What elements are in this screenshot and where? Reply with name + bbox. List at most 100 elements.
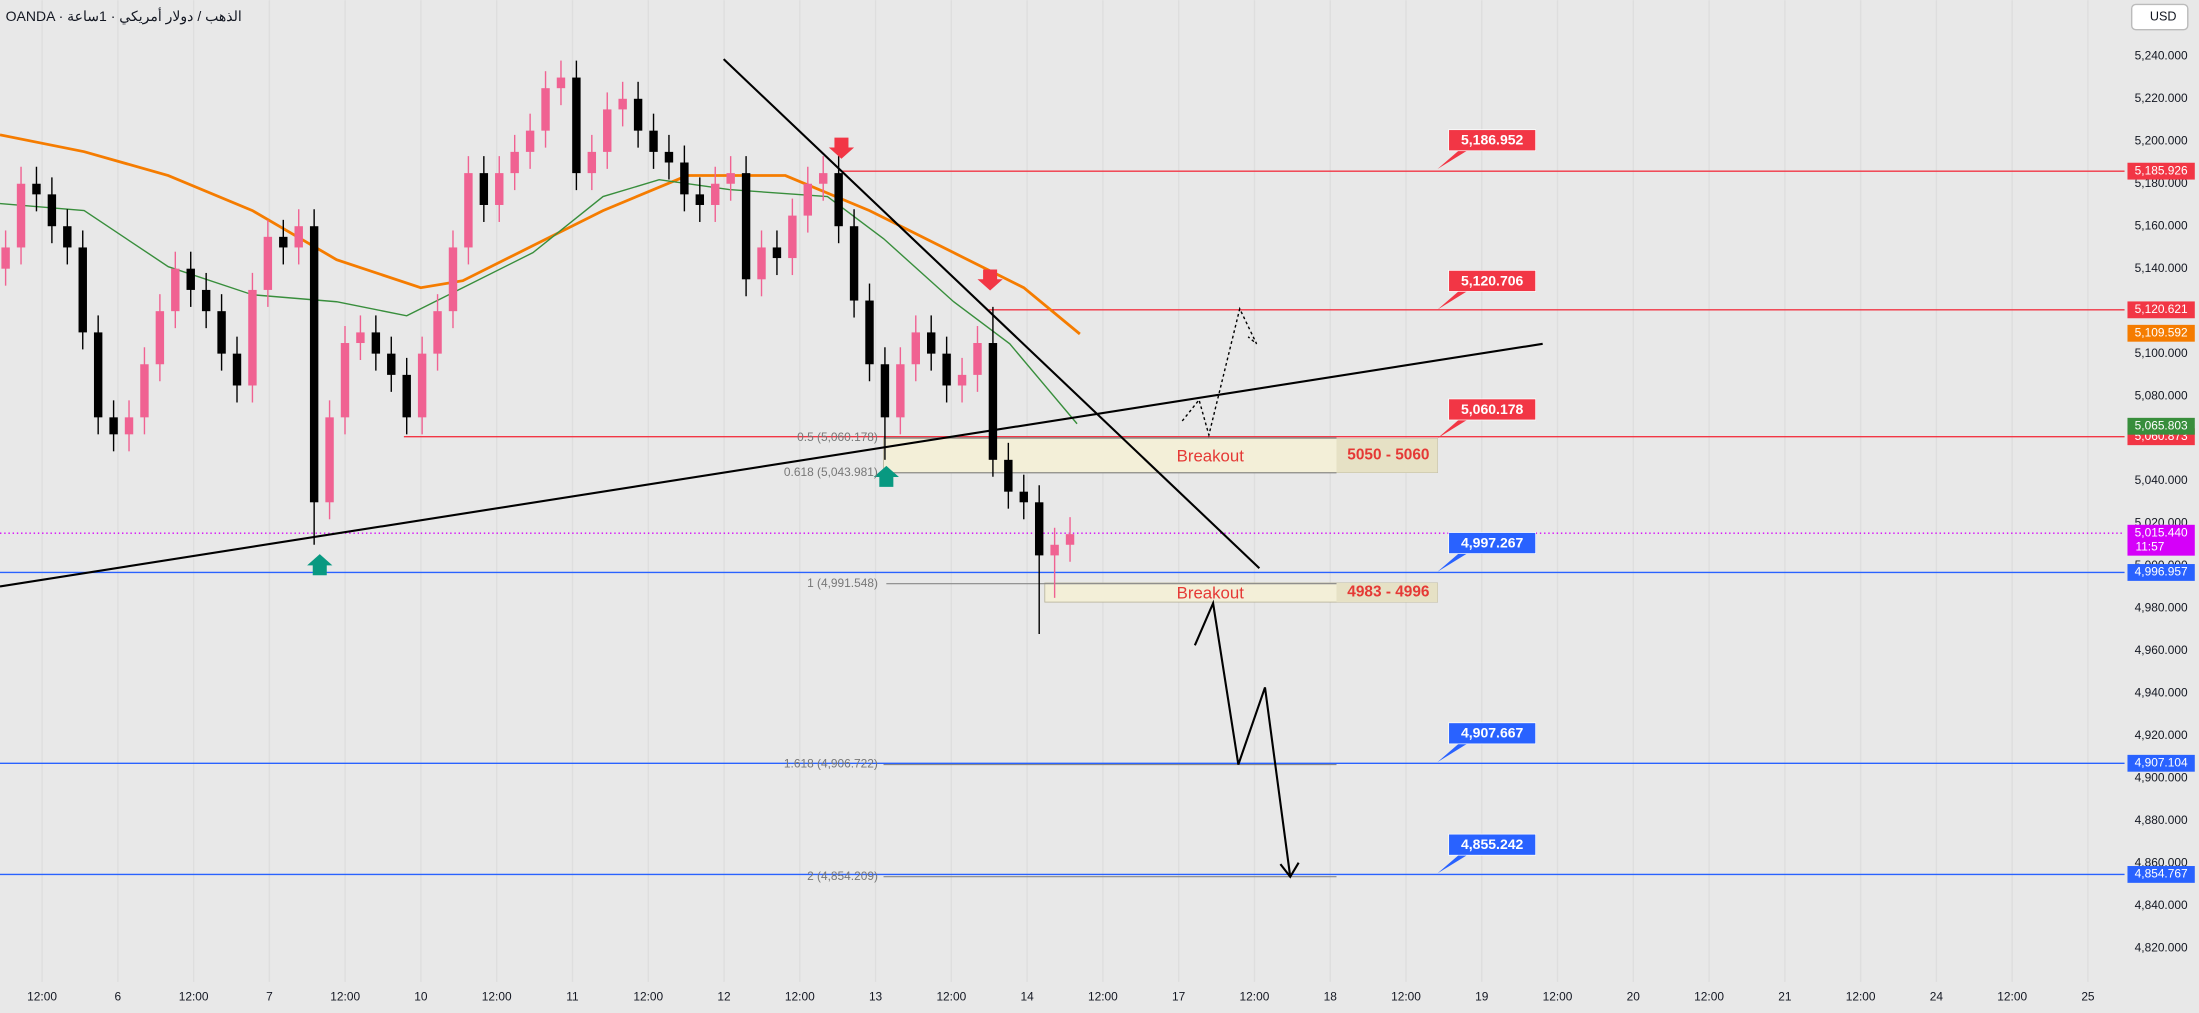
x-tick-label: 17 xyxy=(1172,990,1186,1004)
x-tick-label: 12:00 xyxy=(1391,990,1421,1004)
candle-body xyxy=(417,353,427,418)
candle-body xyxy=(387,353,396,375)
candle-body xyxy=(309,226,319,503)
price-badge xyxy=(2127,301,2195,319)
candle-body xyxy=(294,226,303,248)
arrow-up xyxy=(873,465,899,487)
callout-pointer xyxy=(1437,855,1467,874)
candle-body xyxy=(402,374,411,418)
y-tick-label: 4,920.000 xyxy=(2135,728,2188,742)
x-tick-label: 12:00 xyxy=(633,990,663,1004)
candle-body xyxy=(896,364,905,418)
callout-pointer xyxy=(1437,291,1467,310)
candle-body xyxy=(279,236,288,248)
y-tick-label: 5,040.000 xyxy=(2135,473,2188,487)
callout-pointer xyxy=(1437,743,1467,763)
y-tick-label: 5,100.000 xyxy=(2135,346,2188,360)
candle-body xyxy=(32,183,41,195)
candle-body xyxy=(741,173,751,280)
currency[interactable]: USD xyxy=(2150,9,2177,23)
symbol-title: OANDA · الذهب / دولار أمريكي · 1ساعة xyxy=(6,6,242,25)
candle-body xyxy=(1,247,10,269)
x-tick-label: 6 xyxy=(115,990,122,1004)
zone-label-bg xyxy=(1336,582,1438,603)
candle-body xyxy=(1019,491,1028,503)
candle-body xyxy=(711,183,720,205)
candle-body xyxy=(726,173,735,184)
candle-body xyxy=(464,173,473,248)
callout-label: 5,060.178 xyxy=(1461,401,1524,417)
x-tick-label: 19 xyxy=(1475,990,1489,1004)
x-tick-label: 12:00 xyxy=(27,990,57,1004)
x-tick-label: 13 xyxy=(869,990,883,1004)
candle-body xyxy=(1065,534,1075,545)
y-tick-label: 5,160.000 xyxy=(2135,218,2188,232)
candle-body xyxy=(988,343,998,460)
x-tick-label: 7 xyxy=(266,990,273,1004)
candle-body xyxy=(556,77,566,89)
candle-body xyxy=(340,343,350,418)
candle-body xyxy=(448,247,458,312)
y-tick-label: 4,880.000 xyxy=(2135,813,2188,827)
candle-body xyxy=(47,194,57,227)
x-tick-label: 12:00 xyxy=(936,990,966,1004)
x-tick-label: 20 xyxy=(1627,990,1641,1004)
forecast-up xyxy=(1181,306,1258,438)
callout-box xyxy=(1448,833,1537,856)
countdown: 11:57 xyxy=(2135,539,2164,553)
last-price-label: 5,015.440 xyxy=(2135,525,2188,539)
callout-box xyxy=(1448,270,1537,292)
candle-body xyxy=(325,417,334,503)
x-tick-label: 12:00 xyxy=(1543,990,1573,1004)
candle-body xyxy=(927,332,936,354)
trendline xyxy=(722,58,1261,569)
callout-box xyxy=(1448,129,1537,152)
candle-body xyxy=(880,364,890,418)
callout-label: 4,855.242 xyxy=(1461,836,1524,852)
fib-label: 1.618 (4,906.722) xyxy=(784,757,878,771)
trendline xyxy=(0,342,1543,588)
callout-pointer xyxy=(1437,419,1467,439)
candle-body xyxy=(201,289,211,312)
candle-body xyxy=(572,77,581,174)
back-layer xyxy=(0,170,2125,878)
ma-slow xyxy=(0,133,1081,336)
fib-label: 1 (4,991.548) xyxy=(807,576,878,590)
candle-body xyxy=(124,417,134,435)
candle-body xyxy=(618,98,627,110)
forecast-down xyxy=(1193,599,1300,879)
candle-body xyxy=(371,332,381,354)
candle-body xyxy=(633,98,643,131)
y-tick-label: 4,860.000 xyxy=(2135,855,2188,869)
x-tick-label: 12:00 xyxy=(482,990,512,1004)
candle-body xyxy=(788,215,797,259)
y-tick-label: 4,900.000 xyxy=(2135,771,2188,785)
arrow-down xyxy=(977,269,1003,291)
y-tick-label: 5,080.000 xyxy=(2135,388,2188,402)
candle-body xyxy=(63,226,72,248)
callout-label: 5,186.952 xyxy=(1461,132,1524,148)
x-tick-label: 10 xyxy=(414,990,428,1004)
candle-body xyxy=(865,300,874,365)
callout-box xyxy=(1448,722,1537,745)
ma-badge-label: 5,065.803 xyxy=(2135,418,2188,432)
candle-body xyxy=(140,364,149,418)
currency-button[interactable] xyxy=(2130,3,2189,31)
x-tick-label: 12:00 xyxy=(1240,990,1270,1004)
candle-body xyxy=(649,130,658,152)
x-tick-label: 12:00 xyxy=(1997,990,2027,1004)
candle-body xyxy=(356,332,365,344)
zone-label-bg xyxy=(1336,438,1438,473)
candle-body xyxy=(834,173,843,227)
x-tick-label: 14 xyxy=(1020,990,1034,1004)
candles xyxy=(1,60,1075,634)
candle-body xyxy=(93,332,103,418)
candle-body xyxy=(495,173,504,205)
y-tick-label: 4,940.000 xyxy=(2135,686,2188,700)
grid xyxy=(41,0,2089,982)
zone-label: Breakout xyxy=(1177,446,1245,465)
zone-range: 4983 - 4996 xyxy=(1347,584,1430,601)
x-tick-label: 12:00 xyxy=(1088,990,1118,1004)
candle-body xyxy=(757,247,766,280)
